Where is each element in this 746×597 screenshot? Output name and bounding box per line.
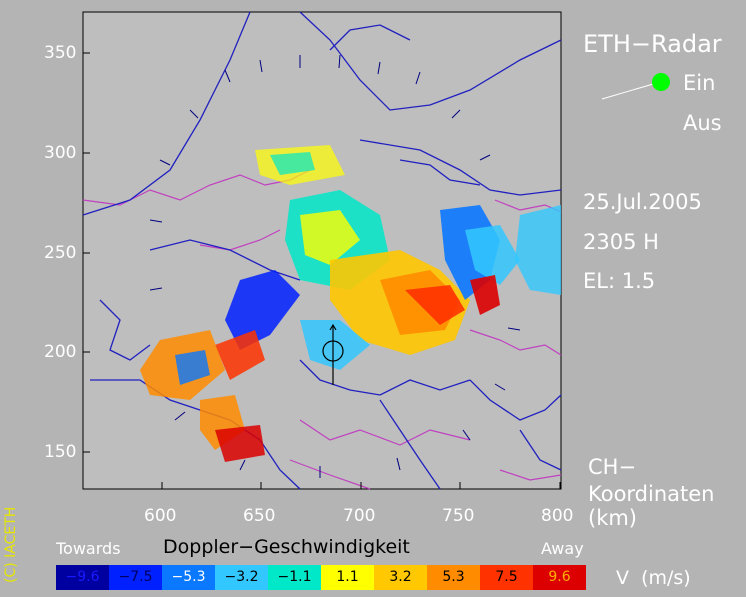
- x-tick-label: 650: [243, 506, 276, 526]
- y-tick-label: 250: [44, 243, 77, 263]
- status-indicator: [601, 73, 670, 100]
- y-tick-label: 300: [44, 143, 77, 163]
- legend-towards-label: Towards: [56, 539, 121, 558]
- coords-label-line3: (km): [588, 506, 638, 530]
- legend-cell: 5.3: [427, 565, 480, 590]
- legend-cell: 9.6: [533, 565, 586, 590]
- y-tick-label: 350: [44, 43, 77, 63]
- status-on-dot: [652, 73, 670, 91]
- radar-site-marker: [322, 323, 344, 385]
- radar-title: ETH−Radar: [583, 30, 722, 58]
- time-label: 2305 H: [583, 230, 659, 254]
- axis-ticks: [83, 52, 561, 489]
- elevation-label: EL: 1.5: [583, 269, 656, 293]
- legend-title: Doppler−Geschwindigkeit: [163, 536, 410, 558]
- legend-cell: −7.5: [109, 565, 162, 590]
- radar-range-marks: [149, 54, 521, 478]
- x-tick-label: 800: [541, 506, 574, 526]
- coords-label-line1: CH−: [588, 455, 637, 479]
- copyright-label: (C) IACETH: [3, 506, 19, 583]
- legend-cell: −1.1: [268, 565, 321, 590]
- x-tick-label: 750: [442, 506, 475, 526]
- legend-cell: −3.2: [215, 565, 268, 590]
- radar-echo-field: [140, 145, 561, 462]
- x-tick-label: 600: [144, 506, 177, 526]
- date-label: 25.Jul.2005: [583, 190, 702, 214]
- legend-cell: −5.3: [162, 565, 215, 590]
- legend-away-label: Away: [541, 539, 584, 558]
- legend-cell: 7.5: [480, 565, 533, 590]
- y-tick-label: 200: [44, 342, 77, 362]
- legend-cell: 1.1: [321, 565, 374, 590]
- legend-cell: 3.2: [374, 565, 427, 590]
- status-on-label[interactable]: Ein: [683, 71, 716, 95]
- y-tick-label: 150: [44, 442, 77, 462]
- legend-cell: −9.6: [56, 565, 109, 590]
- coords-label-line2: Koordinaten: [588, 482, 715, 506]
- lakes-and-rivers: [82, 11, 562, 490]
- status-off-label[interactable]: Aus: [683, 111, 722, 135]
- legend-unit-label: V (m/s): [616, 567, 691, 589]
- x-tick-label: 700: [343, 506, 376, 526]
